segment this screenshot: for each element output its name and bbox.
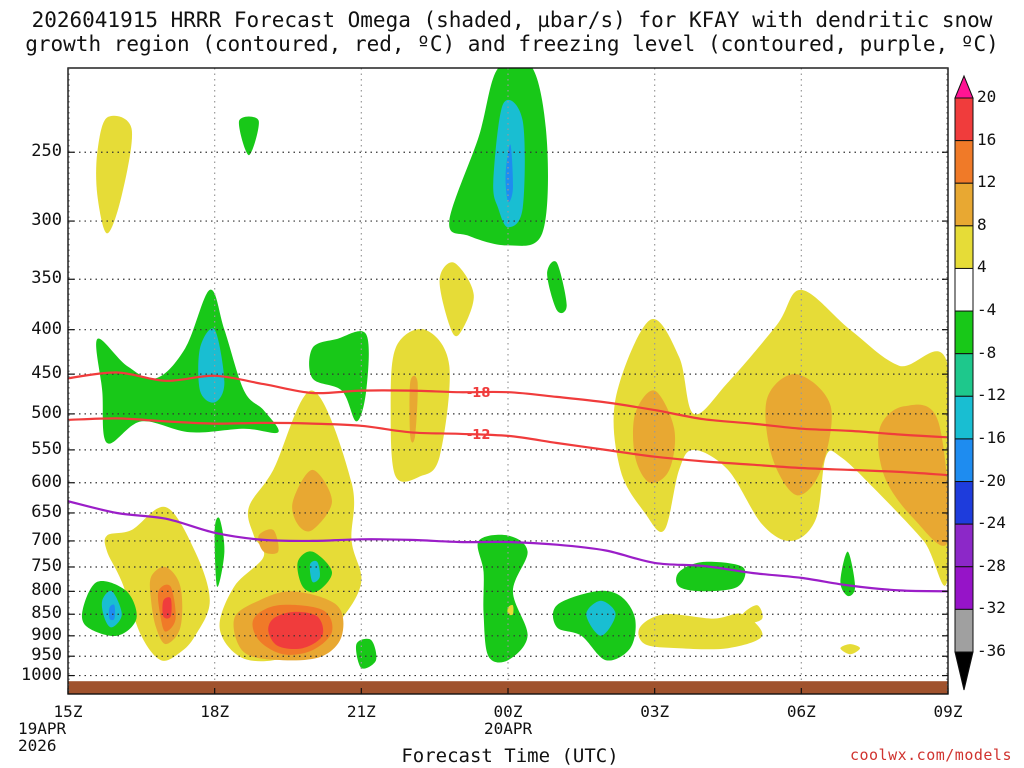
contour-line-dgz: [68, 417, 948, 477]
y-tick-label: 1000: [21, 664, 62, 685]
y-tick-label: 450: [31, 363, 62, 384]
colorbar-swatch: [954, 438, 974, 483]
omega-region: [108, 604, 116, 621]
omega-region: [477, 534, 528, 663]
contour-label: -18: [467, 386, 491, 401]
colorbar-top-arrow: [954, 74, 974, 99]
omega-region: [840, 644, 860, 655]
x-date-label: 2026: [18, 736, 57, 755]
omega-region: [507, 604, 514, 616]
x-date-label: 20APR: [484, 719, 533, 738]
omega-region: [96, 115, 133, 234]
contour-line-freezing: [68, 500, 948, 593]
y-tick-label: 800: [31, 580, 62, 601]
omega-region: [309, 331, 369, 422]
colorbar-label: -20: [977, 470, 1006, 490]
omega-region: [586, 600, 616, 636]
colorbar-bottom-arrow: [954, 651, 974, 691]
y-tick-label: 650: [31, 501, 62, 522]
y-tick-label: 700: [31, 529, 62, 550]
omega-region: [742, 605, 763, 624]
colorbar-swatch: [954, 97, 974, 142]
colorbar-label: -8: [977, 342, 997, 362]
colorbar-label: 4: [977, 257, 987, 277]
omega-region: [309, 560, 321, 583]
colorbar: [954, 74, 974, 691]
x-tick-label: 03Z: [640, 702, 670, 721]
omega-region: [268, 611, 324, 650]
colorbar-label: -28: [977, 555, 1006, 575]
y-tick-label: 500: [31, 402, 62, 423]
colorbar-label: 20: [977, 87, 997, 106]
terrain-strip: [68, 681, 948, 694]
colorbar-swatch: [954, 481, 974, 525]
omega-region: [638, 613, 763, 650]
omega-region: [96, 289, 279, 444]
y-tick-label: 900: [31, 624, 62, 645]
y-tick-label: 300: [31, 210, 62, 231]
y-tick-label: 350: [31, 268, 62, 289]
y-tick-label: 600: [31, 471, 62, 492]
omega-region: [219, 390, 362, 662]
x-tick-label: 18Z: [200, 702, 230, 721]
x-date-label: 19APR: [18, 719, 67, 738]
omega-region: [238, 116, 259, 156]
colorbar-swatch: [954, 182, 974, 227]
omega-region: [547, 261, 567, 314]
colorbar-label: -32: [977, 598, 1006, 618]
x-tick-label: 21Z: [346, 702, 376, 721]
credit-link[interactable]: coolwx.com/models: [849, 746, 1012, 764]
y-tick-label: 250: [31, 141, 62, 162]
colorbar-label: 8: [977, 214, 987, 234]
y-tick-label: 950: [31, 645, 62, 666]
x-tick-label: 15Z: [53, 702, 83, 721]
colorbar-label: -24: [977, 513, 1006, 533]
colorbar-swatch: [954, 395, 974, 440]
colorbar-swatch: [954, 523, 974, 568]
y-tick-label: 750: [31, 555, 62, 576]
x-tick-label: 09Z: [933, 702, 963, 721]
x-tick-label: 06Z: [786, 702, 816, 721]
contour-line-dgz: [68, 371, 948, 439]
omega-region: [390, 329, 450, 482]
omega-region: [409, 375, 418, 443]
colorbar-swatch: [954, 225, 974, 269]
omega-region: [162, 597, 172, 619]
y-tick-label: 400: [31, 318, 62, 339]
x-axis-title: Forecast Time (UTC): [401, 745, 619, 767]
omega-region: [765, 374, 832, 496]
colorbar-swatch: [954, 608, 974, 653]
colorbar-label: 16: [977, 129, 997, 149]
colorbar-label: -12: [977, 385, 1006, 405]
omega-region: [505, 144, 513, 203]
colorbar-swatch: [954, 566, 974, 610]
colorbar-label: -36: [977, 641, 1006, 660]
omega-shading: [81, 68, 948, 669]
colorbar-swatch: [954, 140, 974, 184]
y-tick-label: 850: [31, 603, 62, 624]
colorbar-swatch: [954, 353, 974, 397]
colorbar-label: 12: [977, 172, 997, 192]
y-tick-label: 550: [31, 438, 62, 459]
contour-label: -12: [467, 428, 491, 443]
colorbar-swatch: [954, 267, 974, 312]
colorbar-label: -4: [977, 300, 997, 320]
colorbar-swatch: [954, 310, 974, 355]
colorbar-label: -16: [977, 427, 1006, 447]
omega-region: [878, 404, 948, 546]
contours: -18 -12: [68, 371, 948, 593]
chart-title-line-2: growth region (contoured, red, ºC) and f…: [25, 32, 999, 56]
omega-region: [198, 328, 225, 403]
omega-region: [258, 529, 279, 554]
chart-title-line-1: 2026041915 HRRR Forecast Omega (shaded, …: [31, 8, 993, 32]
omega-region: [292, 469, 332, 532]
omega-region: [632, 390, 676, 484]
omega-region: [439, 262, 474, 337]
x-tick-label: 00Z: [493, 702, 523, 721]
